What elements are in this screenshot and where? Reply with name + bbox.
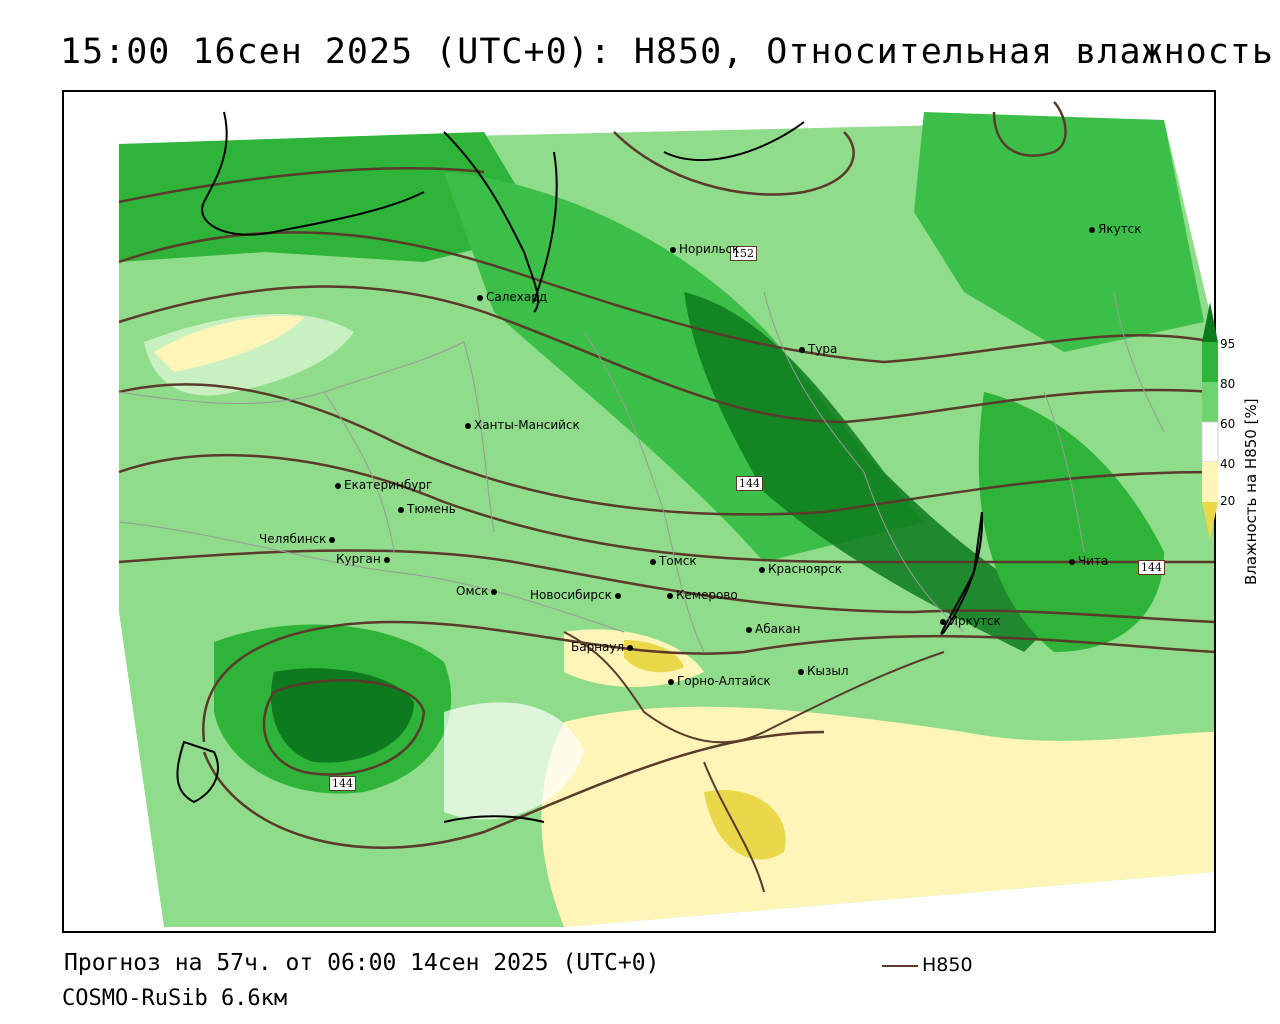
city-marker[interactable]: Тура xyxy=(799,342,837,356)
city-label: Иркутск xyxy=(949,614,1001,628)
city-label: Якутск xyxy=(1098,222,1142,236)
city-marker[interactable]: Барнаул xyxy=(571,640,636,654)
model-name: COSMO-RuSib 6.6км xyxy=(62,986,288,1011)
city-marker[interactable]: Норильск xyxy=(670,242,739,256)
city-marker[interactable]: Чита xyxy=(1069,554,1108,568)
coastline xyxy=(176,111,984,823)
city-marker[interactable]: Курган xyxy=(336,552,393,566)
state-border-south xyxy=(563,631,945,893)
forecast-info: Прогноз на 57ч. от 06:00 14сен 2025 (UTC… xyxy=(64,950,660,976)
contour-label: 144 xyxy=(329,776,356,791)
city-dot xyxy=(398,506,404,513)
city-marker[interactable]: Новосибирск xyxy=(530,588,624,602)
city-label: Омск xyxy=(456,584,489,598)
city-label: Абакан xyxy=(755,622,801,636)
city-label: Норильск xyxy=(679,242,740,256)
city-dot xyxy=(1089,226,1095,233)
city-label: Ханты-Мансийск xyxy=(474,418,580,432)
city-marker[interactable]: Томск xyxy=(650,554,697,568)
contour-line-label: H850 xyxy=(922,954,973,976)
city-dot xyxy=(667,592,673,599)
city-marker[interactable]: Горно-Алтайск xyxy=(668,674,771,688)
city-dot xyxy=(627,644,634,651)
humidity-zone-east xyxy=(978,392,1164,652)
city-dot xyxy=(668,678,674,685)
colorbar-title: Влажность на H850 [%] xyxy=(1242,398,1260,585)
colorbar-tick: 80 xyxy=(1220,377,1236,391)
city-dot xyxy=(465,422,471,429)
map-area[interactable]: 152 144 144 144 Якутск Норильск Салехард… xyxy=(62,90,1216,933)
contour-label: 144 xyxy=(1138,560,1165,575)
city-dot xyxy=(799,346,805,353)
city-marker[interactable]: Ханты-Мансийск xyxy=(465,418,580,432)
humidity-colorbar xyxy=(1201,302,1219,540)
colorbar-tick: 40 xyxy=(1220,457,1236,471)
city-label: Кемерово xyxy=(676,588,738,602)
humidity-zone-west-yellow xyxy=(154,315,304,372)
city-dot xyxy=(491,588,498,595)
city-dot xyxy=(650,558,656,565)
city-label: Новосибирск xyxy=(530,588,612,602)
city-marker[interactable]: Челябинск xyxy=(259,532,338,546)
colorbar-arrow-top xyxy=(1202,302,1218,342)
city-marker[interactable]: Омск xyxy=(456,584,500,598)
colorbar-tick: 20 xyxy=(1220,494,1236,508)
city-dot xyxy=(614,592,621,599)
city-dot xyxy=(940,618,946,625)
white-zone-south xyxy=(444,702,584,820)
city-label: Курган xyxy=(336,552,381,566)
city-marker[interactable]: Якутск xyxy=(1089,222,1142,236)
colorbar-tick: 60 xyxy=(1220,417,1236,431)
city-label: Чита xyxy=(1078,554,1109,568)
city-marker[interactable]: Иркутск xyxy=(940,614,1001,628)
city-marker[interactable]: Кемерово xyxy=(667,588,738,602)
city-dot xyxy=(759,566,765,573)
contour-line-legend: H850 xyxy=(882,954,973,976)
contour-line-swatch xyxy=(882,964,918,967)
contour-label: 144 xyxy=(736,476,763,491)
city-marker[interactable]: Тюмень xyxy=(398,502,456,516)
city-dot xyxy=(670,246,676,253)
map-title: 15:00 16сен 2025 (UTC+0): H850, Относите… xyxy=(60,32,1274,72)
city-marker[interactable]: Красноярск xyxy=(759,562,842,576)
colorbar-arrow-bottom xyxy=(1202,502,1218,540)
city-marker[interactable]: Абакан xyxy=(746,622,800,636)
city-label: Тура xyxy=(808,342,838,356)
city-label: Тюмень xyxy=(407,502,456,516)
city-marker[interactable]: Кызыл xyxy=(798,664,849,678)
city-label: Челябинск xyxy=(259,532,327,546)
city-label: Салехард xyxy=(486,290,548,304)
city-dot xyxy=(477,294,483,301)
h850-contours xyxy=(118,101,1214,849)
colorbar-band-60 xyxy=(1201,421,1219,463)
humidity-zone-north xyxy=(119,132,544,262)
dry-zone-barnaul-core xyxy=(624,640,684,673)
colorbar-band-80 xyxy=(1202,382,1218,422)
city-label: Барнаул xyxy=(571,640,625,654)
city-dot xyxy=(383,556,390,563)
dry-zone-south xyxy=(541,706,1214,927)
city-dot xyxy=(335,482,341,489)
city-marker[interactable]: Екатеринбург xyxy=(335,478,432,492)
humidity-map xyxy=(118,101,1214,927)
colorbar-band-40 xyxy=(1202,462,1218,502)
humidity-zone-northeast xyxy=(914,112,1204,352)
city-dot xyxy=(1069,558,1075,565)
colorbar-tick: 95 xyxy=(1220,337,1236,351)
city-marker[interactable]: Салехард xyxy=(477,290,547,304)
colorbar-band-95 xyxy=(1202,342,1218,382)
city-label: Красноярск xyxy=(768,562,842,576)
city-label: Екатеринбург xyxy=(344,478,433,492)
city-label: Кызыл xyxy=(807,664,849,678)
humidity-zone-kazakh-core xyxy=(270,668,414,763)
city-label: Горно-Алтайск xyxy=(677,674,771,688)
city-dot xyxy=(746,626,752,633)
admin-borders xyxy=(118,291,1165,653)
city-label: Томск xyxy=(659,554,697,568)
city-dot xyxy=(329,536,336,543)
city-dot xyxy=(798,668,804,675)
contour-label: 152 xyxy=(730,246,757,261)
